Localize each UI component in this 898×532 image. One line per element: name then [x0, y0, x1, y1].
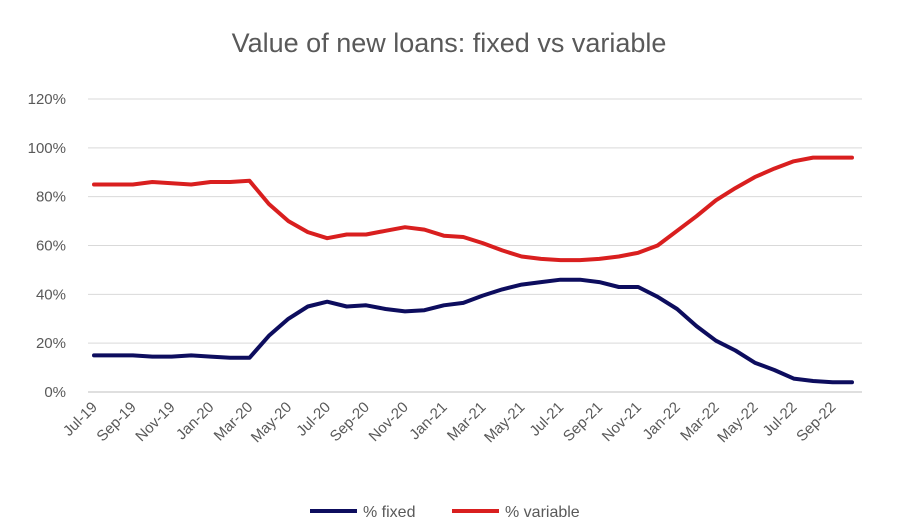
y-tick-label: 40%: [36, 286, 66, 303]
x-tick-label: Nov-20: [366, 399, 412, 445]
x-tick-label: Nov-21: [599, 399, 645, 445]
legend-label: % variable: [505, 504, 580, 521]
x-tick-label: Jan-22: [639, 399, 683, 443]
chart-title: Value of new loans: fixed vs variable: [231, 28, 667, 58]
x-tick-label: Sep-22: [793, 399, 839, 445]
x-tick-label: May-21: [481, 399, 528, 446]
y-tick-label: 0%: [44, 384, 66, 401]
y-tick-label: 80%: [36, 189, 66, 206]
x-tick-label: Mar-20: [211, 399, 257, 445]
x-tick-label: Mar-22: [677, 399, 723, 445]
x-tick-label: Sep-21: [560, 399, 606, 445]
x-tick-label: Sep-19: [93, 399, 139, 445]
series-line-fixed: [92, 277, 854, 385]
x-tick-label: Nov-19: [132, 399, 178, 445]
x-tick-label: May-22: [714, 399, 761, 446]
series-line-variable: [92, 155, 854, 263]
y-tick-label: 60%: [36, 238, 66, 255]
legend-label: % fixed: [363, 504, 415, 521]
y-tick-label: 20%: [36, 335, 66, 352]
x-tick-label: Mar-21: [444, 399, 490, 445]
x-tick-label: Jan-21: [406, 399, 450, 443]
y-tick-label: 100%: [28, 140, 66, 157]
x-tick-label: May-20: [248, 399, 295, 446]
x-tick-label: Sep-20: [327, 399, 373, 445]
y-tick-label: 120%: [28, 91, 66, 108]
x-tick-label: Jan-20: [173, 399, 217, 443]
